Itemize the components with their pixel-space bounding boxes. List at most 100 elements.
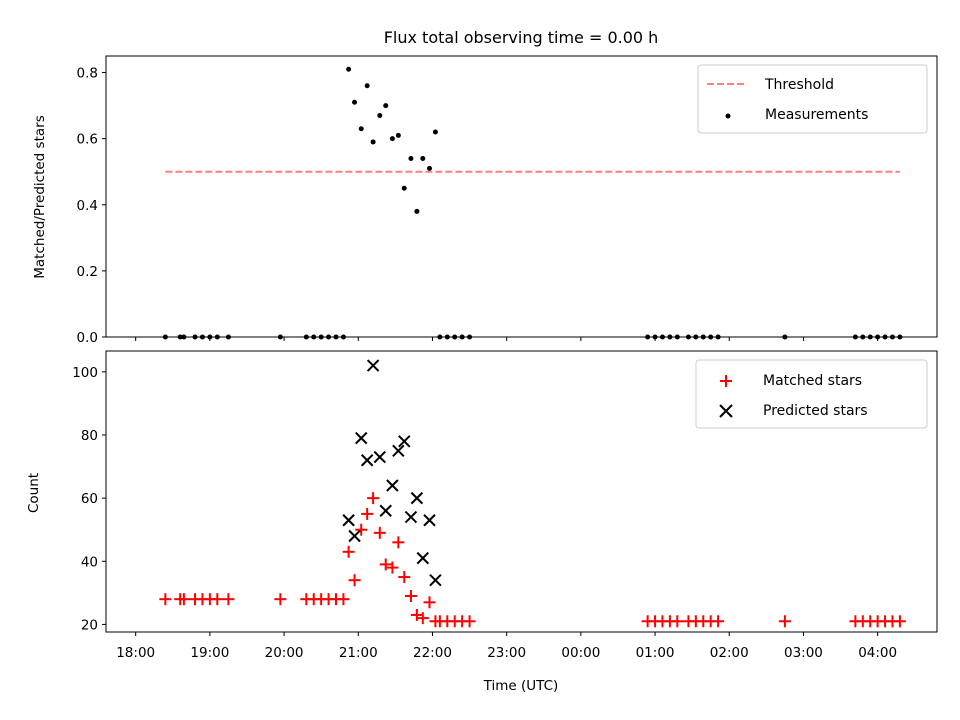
x-tick-label: 00:00 xyxy=(561,645,600,661)
predicted-star-point xyxy=(423,514,436,527)
y-tick-label: 0.0 xyxy=(77,330,98,346)
legend-predicted-swatch xyxy=(719,404,733,418)
bottom-legend: Matched stars Predicted stars xyxy=(695,359,928,429)
bottom-legend-box xyxy=(695,359,928,429)
measurement-point xyxy=(420,155,426,161)
legend-predicted-label: Predicted stars xyxy=(763,403,868,419)
matched-star-point xyxy=(342,545,355,558)
y-tick-label: 60 xyxy=(81,491,98,507)
matched-star-point xyxy=(463,615,476,628)
x-tick-label: 01:00 xyxy=(636,645,675,661)
bottom-y-axis-label: Count xyxy=(26,473,42,513)
x-tick-label: 04:00 xyxy=(858,645,897,661)
matched-star-point xyxy=(211,593,224,606)
bottom-axes-frame xyxy=(105,350,938,633)
matched-star-point xyxy=(361,507,374,520)
matched-star-point xyxy=(367,492,380,505)
x-tick-label: 19:00 xyxy=(190,645,229,661)
matched-star-point xyxy=(379,558,392,571)
predicted-star-point xyxy=(398,435,411,448)
predicted-star-point xyxy=(404,510,418,524)
matched-star-point xyxy=(404,590,417,603)
matched-star-point xyxy=(893,615,906,628)
predicted-star-point xyxy=(392,444,405,457)
matched-star-point xyxy=(159,593,172,606)
legend-matched-swatch xyxy=(720,375,732,387)
measurement-point xyxy=(358,126,364,132)
x-tick-label: 03:00 xyxy=(784,645,823,661)
matched-star-point xyxy=(337,593,350,606)
y-tick-label: 0.4 xyxy=(77,198,98,214)
matched-star-point xyxy=(410,608,423,621)
y-tick-label: 80 xyxy=(81,428,98,444)
y-tick-label: 0.6 xyxy=(77,132,98,148)
legend-measurements-swatch xyxy=(725,113,731,119)
matched-star-point xyxy=(177,593,190,606)
predicted-star-point xyxy=(348,529,361,543)
matched-star-point xyxy=(712,615,725,628)
predicted-star-point xyxy=(416,551,430,565)
measurement-point xyxy=(389,136,395,142)
measurement-point xyxy=(432,129,438,135)
y-tick-label: 40 xyxy=(81,554,98,570)
x-tick-label: 02:00 xyxy=(710,645,749,661)
predicted-star-point xyxy=(355,431,368,445)
x-tick-label: 20:00 xyxy=(265,645,304,661)
predicted-star-point xyxy=(373,450,386,464)
matched-star-point xyxy=(373,526,386,539)
bottom-plot-marks xyxy=(159,359,906,628)
top-legend: Threshold Measurements xyxy=(697,64,928,134)
legend-measurements-label: Measurements xyxy=(765,107,868,123)
top-panel: 0.00.20.40.60.8 Matched/Predicted stars … xyxy=(32,55,938,346)
measurement-point xyxy=(408,155,414,161)
measurement-point xyxy=(377,113,383,119)
measurement-point xyxy=(352,99,358,105)
legend-threshold-label: Threshold xyxy=(764,77,834,93)
bottom-panel: 20 40 60 80 100 18:00 19:00 20:00 21:00 22:00 23:… xyxy=(26,350,938,694)
y-tick-label: 0.8 xyxy=(77,66,98,82)
measurement-point xyxy=(426,165,432,171)
x-axis-label: Time (UTC) xyxy=(483,678,559,694)
matched-star-point xyxy=(355,523,368,536)
matched-star-point xyxy=(416,612,429,625)
x-tick-label: 23:00 xyxy=(487,645,526,661)
matched-star-point xyxy=(398,571,411,584)
measurement-point xyxy=(401,185,407,191)
top-y-axis-label: Matched/Predicted stars xyxy=(32,115,48,278)
x-tick-label: 21:00 xyxy=(339,645,378,661)
predicted-star-point xyxy=(379,504,392,517)
x-tick-label: 22:00 xyxy=(413,645,452,661)
chart-title: Flux total observing time = 0.00 h xyxy=(384,28,659,47)
y-tick-label: 0.2 xyxy=(77,264,98,280)
measurement-point xyxy=(395,132,401,138)
predicted-star-point xyxy=(360,454,374,467)
measurement-point xyxy=(383,103,389,109)
top-y-ticks: 0.0 0.2 0.4 0.6 0.8 xyxy=(77,66,106,346)
measurement-point xyxy=(370,139,376,145)
measurement-point xyxy=(346,66,352,72)
predicted-star-point xyxy=(429,574,442,587)
legend-matched-label: Matched stars xyxy=(763,373,862,389)
predicted-star-point xyxy=(366,359,380,372)
measurement-point xyxy=(414,208,420,214)
y-tick-label: 100 xyxy=(72,365,98,381)
top-x-ticks xyxy=(135,337,879,341)
bottom-x-ticks: 18:00 19:00 20:00 21:00 22:00 23:00 00:00 01:00… xyxy=(116,632,897,661)
y-tick-label: 20 xyxy=(81,617,98,633)
x-tick-label: 18:00 xyxy=(116,645,155,661)
matched-star-point xyxy=(274,593,287,606)
matched-star-point xyxy=(386,561,399,574)
matched-star-point xyxy=(778,615,791,628)
predicted-star-point xyxy=(410,491,424,505)
bottom-y-ticks: 20 40 60 80 100 xyxy=(72,365,106,633)
matched-star-point xyxy=(671,615,684,628)
predicted-star-point xyxy=(342,514,355,527)
matched-star-point xyxy=(423,596,436,609)
matched-star-point xyxy=(348,574,361,587)
matched-star-point xyxy=(392,536,405,549)
top-legend-box xyxy=(697,64,928,134)
predicted-star-point xyxy=(386,479,399,492)
matched-star-point xyxy=(222,593,235,606)
top-axes-frame xyxy=(105,55,938,338)
